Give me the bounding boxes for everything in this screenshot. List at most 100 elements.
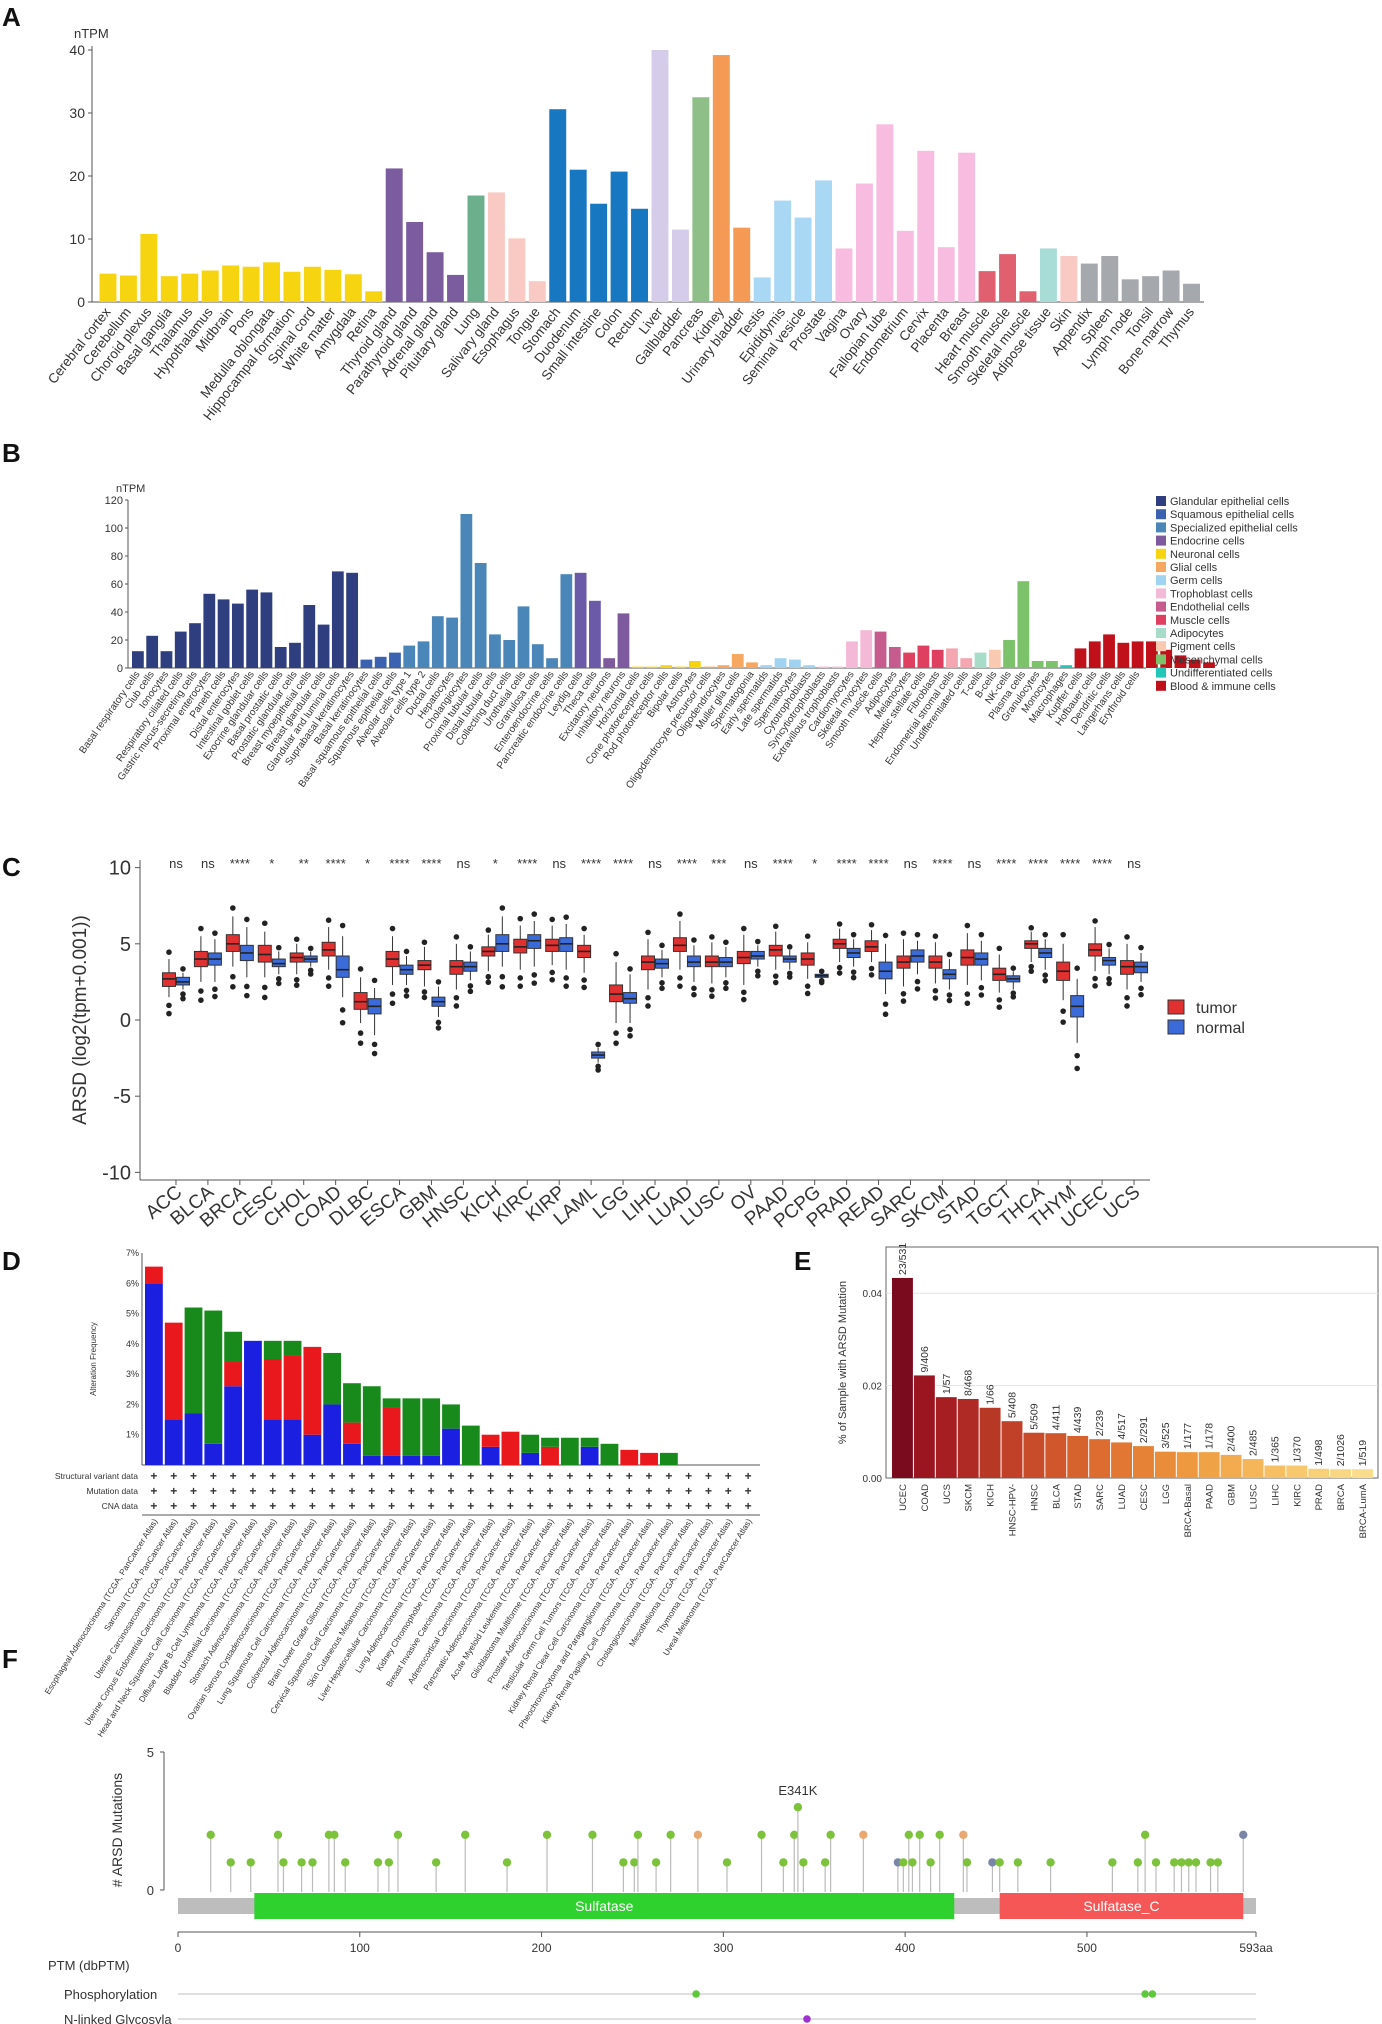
data-availability-mark: + (428, 1484, 435, 1498)
stacked-bar-amplification (164, 1322, 183, 1420)
data-availability-mark: + (190, 1484, 197, 1498)
bar (389, 652, 401, 668)
bar (692, 97, 710, 302)
bar (855, 183, 873, 302)
bar (508, 238, 526, 302)
outlier-point (786, 944, 793, 950)
bar-count-label: 23/531 (897, 1243, 909, 1275)
outlier-point (964, 922, 971, 929)
stacked-bar-mutation (600, 1443, 619, 1465)
stacked-bar-amplification (640, 1452, 658, 1465)
data-availability-mark: + (408, 1484, 415, 1498)
outlier-point (659, 985, 665, 992)
bar (263, 262, 280, 302)
y-tick-label: 10 (109, 858, 131, 880)
data-availability-mark: + (606, 1499, 613, 1513)
bar (1220, 1454, 1242, 1478)
data-availability-mark: + (586, 1499, 593, 1513)
bar-count-label: 1/178 (1204, 1423, 1216, 1449)
outlier-point (691, 985, 697, 992)
outlier-point (403, 993, 410, 999)
legend-label: Neuronal cells (1170, 549, 1240, 561)
data-availability-mark: + (408, 1499, 415, 1513)
domain-label: Sulfatase_C (1083, 1898, 1159, 1914)
significance-label: **** (1060, 856, 1080, 871)
data-row-label: Mutation data (86, 1486, 138, 1496)
outlier-point (531, 980, 538, 986)
data-availability-mark: + (170, 1469, 177, 1483)
lollipop-head (935, 1830, 944, 1840)
outlier-point (1028, 968, 1035, 975)
stacked-bar-deep-deletion (164, 1419, 183, 1465)
legend-swatch (1156, 667, 1166, 678)
bar (1046, 661, 1058, 668)
outlier-point (946, 951, 953, 958)
outlier-point (978, 984, 985, 991)
legend-label: Endothelial cells (1170, 602, 1250, 614)
bar (651, 50, 669, 302)
panel-label-d: D (2, 1246, 21, 1276)
outlier-point (677, 911, 683, 917)
bar (1111, 1442, 1132, 1478)
bar-count-label: 1/519 (1357, 1440, 1369, 1466)
outlier-point (1042, 977, 1049, 984)
stacked-bar-deep-deletion (343, 1443, 361, 1465)
outlier-point (1060, 1019, 1066, 1025)
outlier-point (613, 950, 619, 957)
bar (753, 277, 771, 302)
outlier-point (1074, 1065, 1080, 1072)
stacked-bar-mutation (283, 1340, 302, 1356)
outlier-point (1074, 1052, 1080, 1059)
legend-swatch (1167, 1019, 1185, 1035)
outlier-point (421, 989, 428, 995)
bar (688, 661, 701, 668)
bar (324, 269, 342, 302)
bar-count-label: 1/57 (941, 1374, 953, 1395)
outlier-point (517, 975, 524, 981)
outlier-point (180, 991, 186, 997)
outlier-point (307, 971, 314, 977)
outlier-point (978, 931, 985, 938)
lollipop-head (461, 1830, 470, 1840)
outlier-point (293, 982, 300, 989)
significance-label: **** (677, 856, 697, 871)
lollipop-head (393, 1830, 403, 1840)
bar (132, 651, 144, 668)
lollipop-head (908, 1858, 917, 1867)
significance-label: **** (868, 856, 888, 871)
lollipop-head (226, 1858, 235, 1867)
bar-count-label: 4/439 (1072, 1407, 1084, 1433)
bar (140, 233, 158, 302)
outlier-point (1028, 925, 1035, 931)
outlier-point (677, 975, 683, 981)
outlier-point (772, 973, 779, 979)
data-availability-mark: + (626, 1469, 633, 1483)
outlier-point (563, 914, 569, 920)
stacked-bar-mutation (580, 1437, 599, 1447)
bar (903, 652, 915, 668)
bar-count-label: 3/525 (1160, 1422, 1172, 1448)
data-availability-mark: + (428, 1469, 435, 1483)
outlier-point (836, 970, 843, 976)
outlier-point (595, 1041, 601, 1048)
legend-swatch (1156, 509, 1166, 520)
data-availability-mark: + (249, 1469, 256, 1483)
ptm-track-label: Phosphorylation (64, 1987, 157, 2002)
data-availability-mark: + (606, 1469, 613, 1483)
bar (1183, 283, 1200, 302)
outlier-point (499, 905, 506, 911)
lollipop-head (799, 1858, 808, 1867)
domain-label: Sulfatase (575, 1898, 634, 1914)
outlier-point (531, 911, 538, 917)
outlier-point (882, 1001, 889, 1007)
bar-count-label: 9/406 (919, 1346, 931, 1372)
ptm-site (803, 2015, 811, 2023)
stacked-bar-mutation (541, 1437, 559, 1447)
outlier-point (946, 992, 953, 998)
bar (1101, 256, 1119, 302)
lollipop-head (790, 1830, 799, 1840)
panel-label-e: E (794, 1246, 811, 1276)
stacked-bar-deep-deletion (323, 1404, 342, 1465)
significance-label: **** (932, 856, 952, 871)
